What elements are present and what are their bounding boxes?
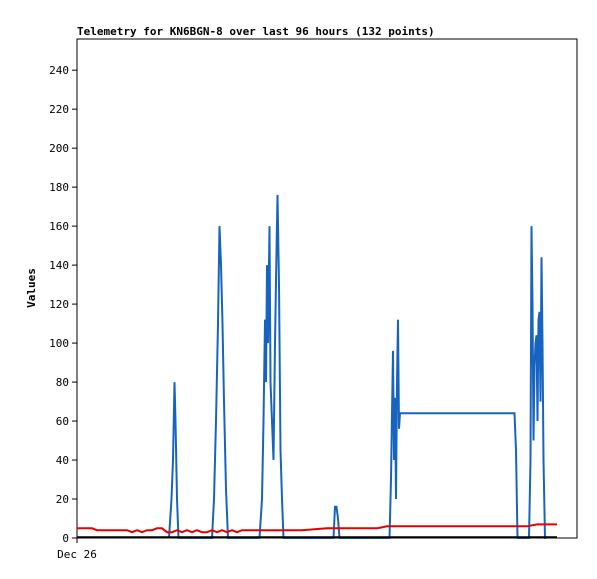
y-tick-label: 160 (49, 220, 69, 233)
y-tick-label: 100 (49, 337, 69, 350)
y-tick-label: 60 (56, 415, 69, 428)
series-line-blue (168, 194, 547, 539)
y-axis-label: Values (25, 268, 38, 308)
y-tick-label: 220 (49, 103, 69, 116)
chart-title: Telemetry for KN6BGN-8 over last 96 hour… (77, 25, 435, 38)
y-tick-label: 180 (49, 181, 69, 194)
y-tick-label: 0 (62, 532, 69, 545)
series-line-red (77, 523, 557, 534)
y-tick-label: 80 (56, 376, 69, 389)
y-tick-label: 200 (49, 142, 69, 155)
y-tick-label: 120 (49, 298, 69, 311)
plot-frame (76, 38, 578, 539)
x-axis-ticks: Dec 26 (57, 538, 97, 561)
y-tick-label: 140 (49, 259, 69, 272)
y-tick-label: 20 (56, 493, 69, 506)
y-tick-label: 40 (56, 454, 69, 467)
y-tick-label: 240 (49, 64, 69, 77)
x-tick-label: Dec 26 (57, 548, 97, 561)
y-axis-ticks: 0 20 40 60 80 100 120 140 160 180 200 220 240 (49, 64, 77, 545)
series-layer (77, 194, 557, 539)
